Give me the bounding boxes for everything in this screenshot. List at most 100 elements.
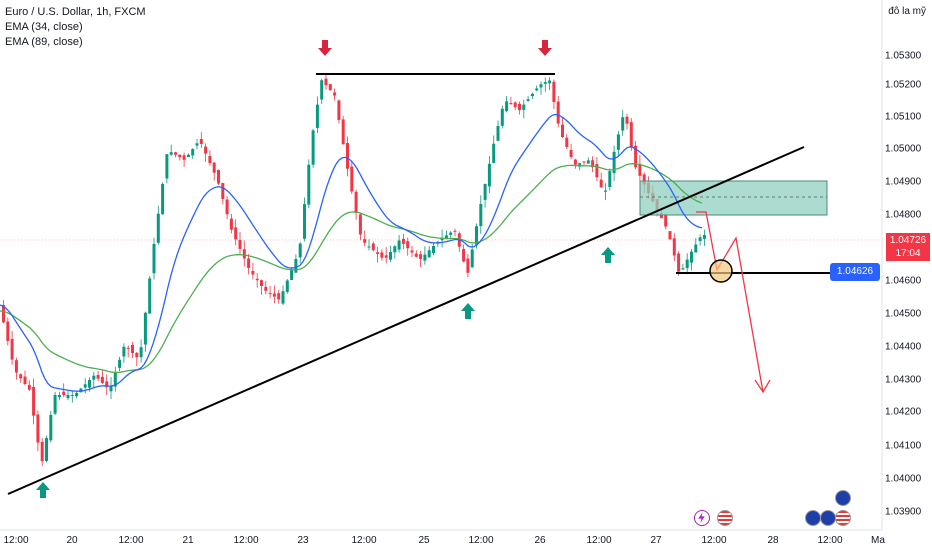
us-flag-icon[interactable] [835,510,851,526]
candle-body [143,312,147,345]
candle-body [393,246,397,253]
price-tick-label: 1.03900 [885,506,922,518]
candle-body [432,246,435,254]
price-tick-label: 1.05100 [885,111,922,123]
candle-body [526,99,530,101]
candle-body [363,239,367,243]
candle-body [449,232,453,235]
time-tick-label: 27 [650,535,662,546]
candle-body [53,395,57,414]
candle-body [358,214,362,235]
currency-label[interactable]: đô la mỹ [888,6,926,17]
candle-body [462,248,466,262]
candle-body [311,130,315,165]
candle-body [221,183,225,199]
candle-body [427,250,431,258]
projection-path [696,211,764,393]
ascending-trendline[interactable] [7,146,805,495]
candle-body [470,249,474,268]
candle-body [530,93,534,97]
candle-body [161,183,165,215]
candle-body [264,286,268,291]
candle-body [242,249,246,259]
candle-body [616,134,620,150]
resistance-zone[interactable] [639,180,828,216]
lightning-icon[interactable] [694,510,710,526]
ema-34-label[interactable]: EMA (34, close) [5,21,83,33]
candle-body [466,258,470,273]
candle-body [100,376,104,383]
eu-flag-icon[interactable] [820,510,836,526]
candle-body [629,122,633,148]
time-tick-label: 12:00 [468,535,494,546]
symbol-title[interactable]: Euro / U.S. Dollar, 1h, FXCM [5,6,146,18]
candle-body [543,82,547,84]
chart-legend[interactable]: Euro / U.S. Dollar, 1h, FXCM EMA (34, cl… [5,5,146,50]
candle-body [255,278,259,281]
candle-body [298,243,302,258]
ema-89-label[interactable]: EMA (89, close) [5,36,83,48]
candle-body [118,359,122,368]
candle-body [346,143,349,169]
arrow-down-icon [318,40,332,56]
candle-body [212,162,216,173]
candle-body [303,204,306,239]
candle-body [191,149,195,156]
candle-body [315,104,319,128]
candle-body [217,169,220,184]
candle-body [247,258,251,268]
candle-body [677,253,681,272]
candle-body [225,199,229,215]
candle-body [285,280,289,292]
eu-flag-icon[interactable] [805,510,821,526]
candle-body [135,352,139,358]
candle-body [27,384,31,390]
candle-body [307,164,311,205]
candle-body [152,244,156,274]
candle-body [238,239,242,249]
time-tick-label: 21 [182,535,194,546]
candle-body [513,102,517,108]
candle-body [578,163,582,167]
candle-body [621,117,625,131]
candle-body [126,347,130,349]
candle-body [251,270,255,275]
candle-body [475,226,478,245]
candle-body [625,116,629,124]
candle-body [690,251,693,263]
candle-body [604,190,607,192]
candle-body [199,139,203,144]
candle-body [535,88,539,91]
candle-body [612,151,616,174]
countdown-timer: 17:04 [895,248,921,259]
candle-body [186,154,190,158]
candle-body [36,414,40,443]
candle-body [96,375,100,379]
arrow-up-icon [36,482,50,498]
candle-body [638,163,642,176]
candle-body [178,154,182,158]
candle-body [487,163,491,187]
price-tick-label: 1.04000 [885,473,922,485]
candle-body [272,293,276,297]
candle-body [384,255,388,258]
candle-body [483,183,487,200]
price-tick-label: 1.04200 [885,406,922,418]
us-flag-icon[interactable] [717,510,733,526]
candle-body [608,171,612,187]
candle-body [131,345,134,353]
arrow-up-icon [461,303,475,319]
candle-body [148,278,152,314]
candle-body [685,259,689,269]
candle-body [505,101,509,112]
candle-body [139,347,143,358]
ema-34-line [0,113,703,392]
candle-body [419,254,423,259]
time-tick-label: 12:00 [351,535,377,546]
time-tick-label: 26 [534,535,546,546]
eu-flag-icon[interactable] [835,490,851,506]
candle-body [195,143,199,146]
candle-body [333,92,337,96]
